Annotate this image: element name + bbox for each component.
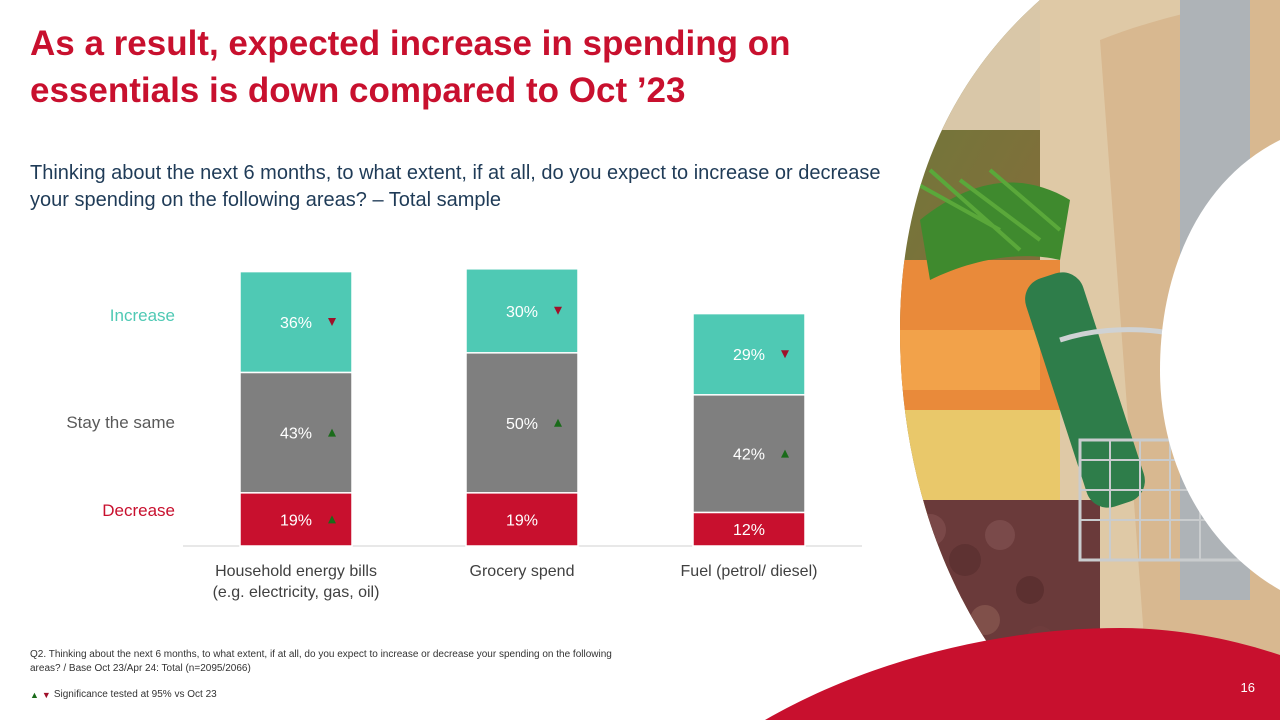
bar-stay-the-same-1 (465, 352, 579, 494)
significance-legend: ▲ ▼ Significance tested at 95% vs Oct 23 (30, 689, 217, 700)
data-label: 19% (506, 512, 538, 529)
significance-up-icon (328, 515, 336, 524)
data-label: 50% (506, 416, 538, 433)
data-label: 36% (280, 315, 312, 332)
significance-up-icon: ▲ (30, 689, 39, 700)
significance-up-icon (328, 428, 336, 437)
data-label: 43% (280, 426, 312, 443)
data-label: 30% (506, 304, 538, 321)
legend-label-decrease: Decrease (102, 501, 175, 520)
legend-label-increase: Increase (110, 306, 175, 325)
bar-decrease-2 (692, 511, 806, 547)
data-label: 29% (733, 347, 765, 364)
data-label: 42% (733, 447, 765, 464)
significance-up-icon (781, 449, 789, 458)
page-number: 16 (1240, 680, 1255, 695)
legend-label-stay-the-same: Stay the same (66, 413, 175, 432)
data-label: 19% (280, 512, 312, 529)
category-label: Fuel (petrol/ diesel) (681, 563, 818, 580)
significance-up-icon (554, 418, 562, 427)
significance-down-icon (554, 306, 562, 315)
question-subtitle: Thinking about the next 6 months, to wha… (30, 162, 881, 211)
significance-down-icon (781, 350, 789, 359)
bar-decrease-1 (465, 492, 579, 547)
significance-note: Significance tested at 95% vs Oct 23 (53, 689, 217, 700)
significance-down-icon: ▼ (41, 689, 51, 700)
slide-title: As a result, expected increase in spendi… (30, 24, 791, 110)
category-label: Household energy bills (e.g. electricity,… (213, 563, 380, 601)
footnote: Q2. Thinking about the next 6 months, to… (30, 649, 612, 674)
stacked-bar-chart: Decrease Stay the same Increase 19% 43% 36% Ho… (66, 268, 862, 601)
category-label: Grocery spend (470, 563, 575, 580)
data-label: 12% (733, 522, 765, 539)
significance-down-icon (328, 318, 336, 326)
